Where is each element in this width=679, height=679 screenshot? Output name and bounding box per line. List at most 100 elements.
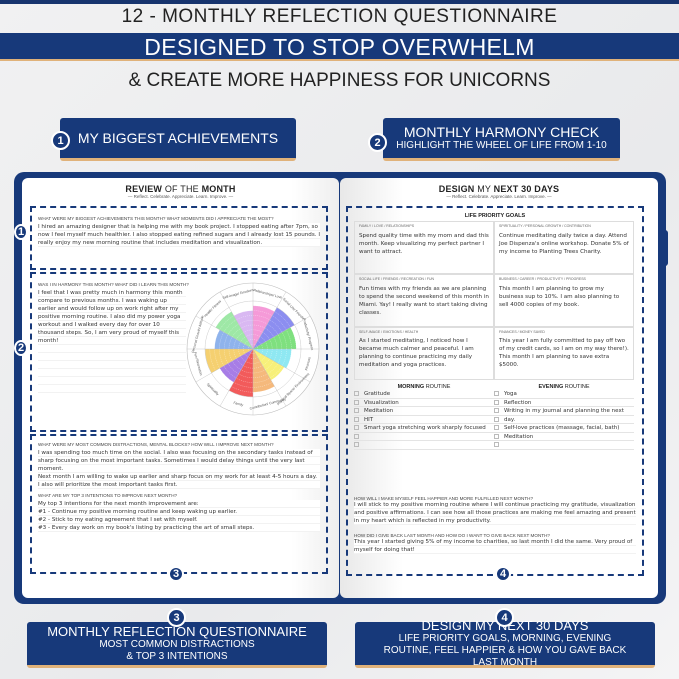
number-badge-2-page: 2 [14, 340, 28, 356]
evening-routine-item[interactable]: Meditation [494, 433, 634, 441]
goal-business: BUSINESS / CAREER / PRODUCTIVITY / PROGR… [494, 274, 634, 327]
morning-routine-item[interactable]: Meditation [354, 407, 494, 416]
morning-routine: MORNING ROUTINE Gratitude Visualization Me… [354, 384, 494, 450]
evening-routine-item[interactable]: Reflection [494, 399, 634, 407]
evening-routine-item[interactable]: day. [494, 416, 634, 424]
goal-finances: FINANCES / MONEY SAVED This year I am ful… [494, 327, 634, 380]
checkbox[interactable] [494, 408, 499, 413]
wheel-segment[interactable] [219, 349, 253, 383]
evening-routine-item[interactable]: Self-love practices (massage, facial, ba… [494, 424, 634, 433]
question-harmony: WAS I IN HARMONY THIS MONTH? WHAT DID I … [38, 282, 189, 287]
checkbox[interactable] [494, 433, 499, 439]
answer-achievements: I hired an amazing designer that is help… [38, 223, 320, 247]
banner-text: DESIGNED TO STOP OVERWHELM [144, 34, 535, 60]
callout-4: DESIGN MY NEXT 30 DAYS LIFE PRIORITY GOA… [355, 618, 655, 668]
wheel-segment[interactable] [229, 349, 253, 397]
checkbox[interactable] [354, 433, 359, 439]
checkbox[interactable] [354, 416, 359, 422]
wheel-segment[interactable] [233, 310, 253, 349]
intention-line: #1 - Continue my positive morning routin… [38, 508, 320, 516]
wheel-label: Relationships/ Love [253, 288, 283, 300]
evening-routine-item[interactable] [494, 441, 634, 450]
number-badge-4: 4 [495, 608, 514, 627]
headline: 12 - MONTHLY REFLECTION QUESTIONNAIRE [121, 6, 558, 27]
checkbox[interactable] [354, 442, 359, 447]
next-30-days-section: LIFE PRIORITY GOALS FAMILY / LOVE / RELA… [346, 206, 644, 576]
goals-title: LIFE PRIORITY GOALS [464, 213, 526, 219]
answer-improvement: Next month I am willing to wake up earli… [38, 473, 320, 489]
answer-give-back: This year I started giving 5% of my inco… [354, 538, 636, 554]
banner: DESIGNED TO STOP OVERWHELM [0, 33, 679, 61]
evening-routine-item[interactable]: Writing in my journal and planning the n… [494, 407, 634, 416]
wheel-segment[interactable] [214, 329, 253, 349]
harmony-section: WAS I IN HARMONY THIS MONTH? WHAT DID I … [30, 272, 328, 432]
goal-health: SELF-IMAGE / EMOTIONS / HEALTH As I start… [354, 327, 494, 380]
wheel-label: Finances [304, 356, 312, 371]
morning-routine-item[interactable]: Smart yoga stretching work sharply focus… [354, 424, 494, 433]
wheel-divider [195, 348, 254, 383]
checkbox[interactable] [494, 442, 499, 447]
callout-1: MY BIGGEST ACHIEVEMENTS [60, 118, 296, 161]
routine-item-label: Reflection [504, 399, 532, 406]
wheel-segment[interactable] [215, 311, 253, 349]
question-give-back: HOW DID I GIVE BACK LAST MONTH AND HOW D… [354, 533, 550, 538]
checkbox[interactable] [354, 399, 359, 405]
answer-distractions: I was spending too much time on the soci… [38, 449, 320, 473]
routine-item-label: Smart yoga stretching work sharply focus… [364, 425, 486, 431]
number-badge-3-page: 3 [168, 566, 184, 582]
wheel-segment[interactable] [205, 349, 253, 373]
callout-1-title: MY BIGGEST ACHIEVEMENTS [77, 129, 279, 146]
callout-3: MONTHLY REFLECTION QUESTIONNAIRE MOST CO… [27, 622, 327, 668]
subheadline: & CREATE MORE HAPPINESS FOR UNICORNS [128, 70, 551, 91]
number-badge-4-page: 4 [495, 566, 511, 582]
wheel-segment[interactable] [253, 349, 285, 381]
achievements-section: WHAT WERE MY BIGGEST ACHIEVEMENTS THIS M… [30, 206, 328, 270]
morning-routine-item[interactable] [354, 441, 494, 450]
callout-2-subtitle: HIGHLIGHT THE WHEEL OF LIFE FROM 1-10 [396, 139, 607, 151]
wheel-segment[interactable] [253, 305, 275, 349]
checkbox[interactable] [494, 425, 499, 430]
number-badge-1: 1 [51, 131, 70, 150]
morning-routine-item[interactable]: Gratitude [354, 390, 494, 399]
number-badge-3: 3 [167, 608, 186, 627]
evening-routine-item[interactable]: Yoga [494, 390, 634, 399]
wheel-divider [219, 291, 254, 350]
morning-routine-item[interactable]: HIT [354, 416, 494, 424]
checkbox[interactable] [354, 425, 359, 430]
routine-item-label: Meditation [504, 433, 534, 440]
intention-line: My top 3 intentions for the next month i… [38, 500, 320, 508]
callout-3-title: MONTHLY REFLECTION QUESTIONNAIRE [47, 624, 307, 639]
question-distractions: WHAT WERE MY MOST COMMON DISTRACTIONS, M… [38, 442, 274, 447]
left-page-tagline: — Reflect. Celebrate. Appreciate. Learn.… [127, 194, 234, 199]
callout-4-subtitle: LIFE PRIORITY GOALS, MORNING, EVENING RO… [383, 633, 627, 668]
wheel-divider [219, 348, 254, 407]
checkbox[interactable] [494, 391, 499, 396]
routine-item-label: Meditation [364, 408, 394, 414]
answer-happier: I will stick to my positive morning rout… [354, 501, 636, 525]
checkbox[interactable] [494, 399, 499, 405]
wheel-label: Family [233, 401, 244, 408]
wheel-segment[interactable] [253, 307, 295, 349]
left-page: REVIEW OF THE MONTH — Reflect. Celebrate… [22, 178, 339, 598]
morning-routine-item[interactable]: Visualization [354, 399, 494, 407]
left-page-title: REVIEW OF THE MONTH [125, 184, 236, 194]
evening-routine-title: EVENING ROUTINE [538, 384, 590, 390]
number-badge-2: 2 [368, 133, 387, 152]
right-page: DESIGN MY NEXT 30 DAYS — Reflect. Celebr… [340, 178, 658, 598]
intention-line: #2 - Stick to my eating agreement that I… [38, 516, 320, 524]
wheel-divider [252, 348, 287, 407]
wheel-divider [252, 348, 311, 383]
reflection-section: WHAT WERE MY MOST COMMON DISTRACTIONS, M… [30, 434, 328, 574]
wheel-divider [195, 315, 254, 350]
evening-routine: EVENING ROUTINE Yoga Reflection Writing in… [494, 384, 634, 450]
number-badge-1-page: 1 [14, 224, 28, 240]
wheel-segment[interactable] [253, 349, 292, 369]
morning-routine-item[interactable] [354, 433, 494, 441]
routine-item-label: HIT [364, 416, 374, 423]
checkbox[interactable] [354, 391, 359, 396]
question-achievements: WHAT WERE MY BIGGEST ACHIEVEMENTS THIS M… [38, 216, 274, 221]
checkbox[interactable] [354, 408, 359, 413]
callout-2-title: MONTHLY HARMONY CHECK [403, 123, 600, 140]
checkbox[interactable] [494, 416, 499, 422]
